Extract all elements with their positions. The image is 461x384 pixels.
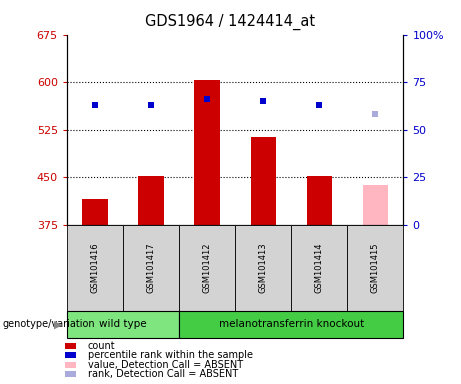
Text: GSM101415: GSM101415 [371,243,380,293]
Text: GSM101412: GSM101412 [202,243,212,293]
Bar [250,137,276,225]
Text: melanotransferrin knockout: melanotransferrin knockout [219,319,364,329]
Text: value, Detection Call = ABSENT: value, Detection Call = ABSENT [88,360,242,370]
Text: GSM101416: GSM101416 [90,243,100,293]
Text: GSM101413: GSM101413 [259,243,268,293]
Text: genotype/variation: genotype/variation [2,319,95,329]
Text: GSM101414: GSM101414 [315,243,324,293]
Text: percentile rank within the sample: percentile rank within the sample [88,350,253,360]
Text: wild type: wild type [99,319,147,329]
Bar [82,199,107,225]
Text: GDS1964 / 1424414_at: GDS1964 / 1424414_at [145,13,316,30]
Bar [363,185,388,225]
Text: count: count [88,341,115,351]
Text: ▶: ▶ [54,319,62,329]
Bar [195,79,220,225]
Bar [307,176,332,225]
Text: rank, Detection Call = ABSENT: rank, Detection Call = ABSENT [88,369,238,379]
Text: GSM101417: GSM101417 [147,243,155,293]
Bar [138,176,164,225]
